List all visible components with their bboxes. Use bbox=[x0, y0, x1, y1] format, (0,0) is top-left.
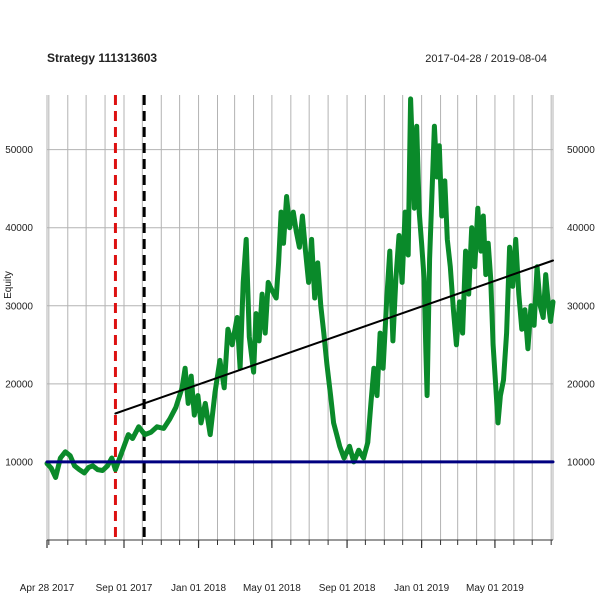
equity-line bbox=[44, 96, 556, 480]
y-tick-label: 30000 bbox=[567, 301, 595, 312]
y-tick-label: 40000 bbox=[5, 223, 33, 234]
y-tick-label: 20000 bbox=[5, 379, 33, 390]
x-tick-label: Sep 01 2018 bbox=[319, 583, 376, 594]
y-axis-right: 10000 20000 30000 40000 50000 bbox=[567, 145, 595, 468]
y-tick-label: 10000 bbox=[5, 457, 33, 468]
y-tick-label: 50000 bbox=[5, 145, 33, 156]
y-tick-label: 50000 bbox=[567, 145, 595, 156]
x-axis: Apr 28 2017 Sep 01 2017 Jan 01 2018 May 01 … bbox=[20, 539, 553, 594]
trend-line bbox=[114, 259, 554, 415]
x-tick-label: May 01 2018 bbox=[243, 583, 301, 594]
y-tick-label: 10000 bbox=[567, 457, 595, 468]
marker-lines bbox=[113, 95, 146, 540]
x-tick-label: Jan 01 2018 bbox=[171, 583, 226, 594]
grid bbox=[46, 95, 554, 540]
y-axis-left: 10000 20000 30000 40000 50000 bbox=[5, 145, 33, 468]
x-tick-label: Sep 01 2017 bbox=[96, 583, 153, 594]
y-tick-label: 40000 bbox=[567, 223, 595, 234]
y-tick-label: 30000 bbox=[5, 301, 33, 312]
x-tick-label: May 01 2019 bbox=[466, 583, 524, 594]
x-tick-label: Jan 01 2019 bbox=[394, 583, 449, 594]
y-tick-label: 20000 bbox=[567, 379, 595, 390]
x-tick-label: Apr 28 2017 bbox=[20, 583, 75, 594]
chart-title: Strategy 111313603 bbox=[47, 51, 157, 65]
series-group bbox=[44, 96, 556, 480]
chart-date-range: 2017-04-28 / 2019-08-04 bbox=[425, 53, 547, 65]
y-axis-title: Equity bbox=[3, 271, 14, 299]
